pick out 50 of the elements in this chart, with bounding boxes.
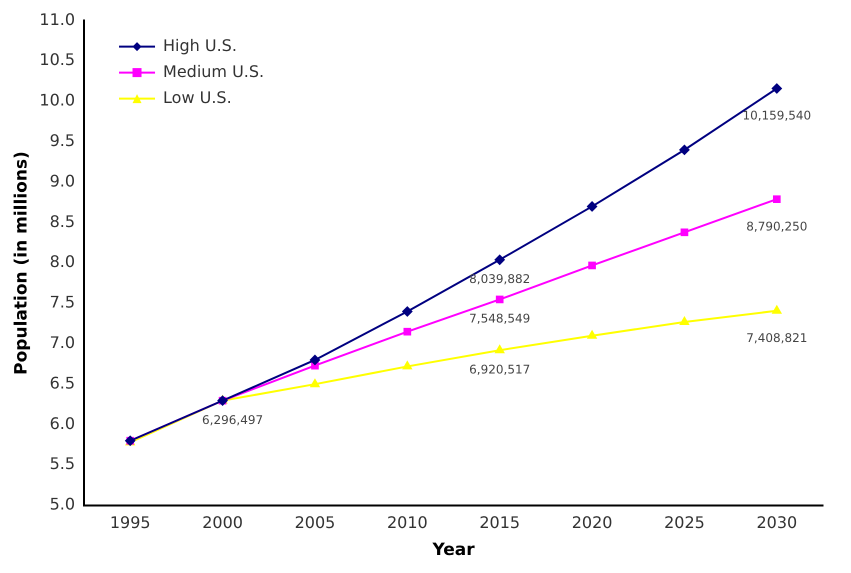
point [679, 144, 690, 155]
y-tick-label: 7.0 [50, 332, 76, 352]
y-tick-label: 8.5 [50, 212, 76, 231]
point [772, 195, 781, 203]
x-tick-label: 2025 [664, 513, 705, 532]
point [404, 328, 412, 336]
x-tick-label: 2005 [294, 513, 336, 532]
annotation: 8,790,250 [746, 219, 808, 234]
point [496, 296, 504, 304]
annotation: 7,408,821 [746, 330, 808, 345]
y-tick-label: 6.5 [50, 373, 76, 392]
y-tick-label: 5.5 [50, 454, 76, 474]
x-tick-label: 1995 [110, 513, 151, 532]
point [495, 345, 504, 354]
annotation: 8,039,882 [469, 272, 530, 286]
point [494, 254, 505, 265]
y-tick-label: 11.0 [39, 10, 76, 29]
annotation: 6,920,517 [469, 362, 530, 376]
point [588, 330, 597, 339]
y-tick-label: 8.0 [50, 252, 76, 272]
annotation: 6,296,497 [202, 412, 264, 427]
x-tick-label: 2000 [202, 513, 243, 532]
legend-label: Medium U.S. [163, 62, 264, 81]
point [772, 306, 782, 314]
point [680, 228, 688, 236]
point [310, 379, 320, 388]
y-tick-label: 6.0 [50, 414, 76, 433]
y-tick-label: 7.5 [50, 292, 76, 312]
point [680, 316, 689, 325]
y-tick-label: 5.0 [50, 494, 76, 514]
x-tick-label: 2010 [386, 513, 428, 532]
x-axis-title: Year [431, 540, 476, 560]
annotation: 10,159,540 [742, 108, 812, 123]
x-tick-label: 2015 [479, 513, 520, 532]
point [402, 306, 412, 316]
y-tick-label: 9.5 [50, 130, 76, 150]
point [402, 361, 412, 370]
y-tick-label: 9.0 [50, 171, 76, 190]
legend-label: High U.S. [163, 36, 237, 55]
y-tick-label: 10.5 [39, 50, 76, 70]
x-tick-label: 2030 [756, 513, 798, 532]
point [588, 262, 596, 270]
x-tick-label: 2020 [572, 513, 612, 532]
point [772, 84, 782, 94]
point [310, 354, 320, 365]
annotation: 7,548,549 [469, 312, 530, 326]
point [587, 201, 598, 212]
legend-label: Low U.S. [163, 88, 232, 107]
y-axis-title: Population (in millions) [12, 151, 32, 375]
y-tick-label: 10.0 [39, 90, 76, 110]
